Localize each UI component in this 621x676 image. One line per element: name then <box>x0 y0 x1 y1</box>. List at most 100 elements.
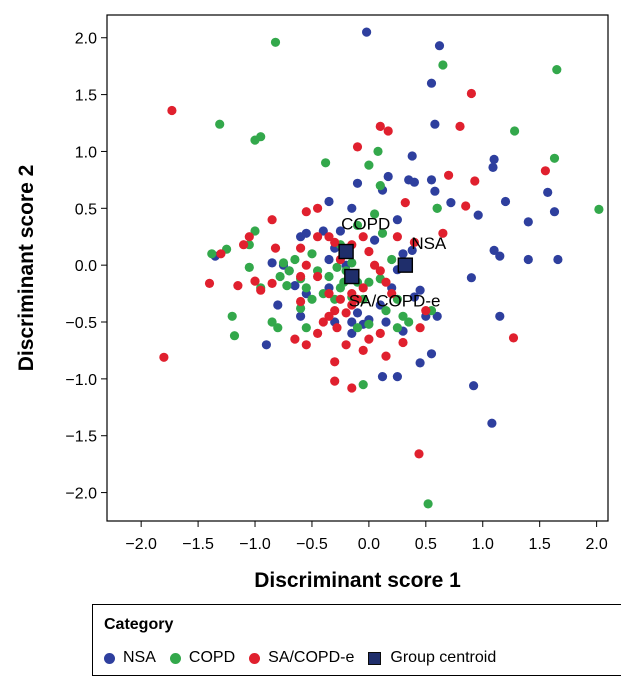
point-sa-copd-e <box>290 334 300 344</box>
point-sa-copd-e <box>398 337 408 348</box>
y-tick-label: 0.0 <box>75 258 97 275</box>
point-sa-copd-e <box>330 306 340 316</box>
point-sa-copd-e <box>392 232 402 242</box>
point-nsa <box>489 154 499 164</box>
point-sa-copd-e <box>444 170 454 180</box>
point-sa-copd-e <box>313 203 323 213</box>
point-copd <box>370 209 380 219</box>
legend-item-group-centroid: Group centroid <box>368 649 496 667</box>
point-sa-copd-e <box>438 228 448 238</box>
point-nsa <box>392 372 402 382</box>
point-copd <box>324 271 334 282</box>
point-copd <box>398 311 408 321</box>
point-copd <box>282 281 292 291</box>
legend-marker-nsa <box>104 652 115 664</box>
point-sa-copd-e <box>296 243 306 253</box>
point-nsa <box>426 175 437 185</box>
point-sa-copd-e <box>381 351 391 361</box>
point-nsa <box>362 27 372 37</box>
point-sa-copd-e <box>313 271 323 282</box>
point-nsa <box>432 311 442 321</box>
point-nsa <box>335 226 345 236</box>
point-nsa <box>426 349 437 359</box>
point-nsa <box>383 171 393 182</box>
point-nsa <box>290 281 300 291</box>
point-copd <box>229 331 240 341</box>
centroid-nsa <box>397 257 414 273</box>
point-nsa <box>407 151 417 161</box>
legend-marker-copd <box>169 652 181 664</box>
x-tick-label: 1.0 <box>472 536 494 553</box>
point-sa-copd-e <box>352 294 363 304</box>
point-sa-copd-e <box>250 276 260 286</box>
point-nsa <box>398 249 408 259</box>
point-sa-copd-e <box>301 340 311 350</box>
point-nsa <box>407 245 417 255</box>
point-sa-copd-e <box>159 352 169 362</box>
point-sa-copd-e <box>330 237 340 247</box>
point-sa-copd-e <box>352 142 363 152</box>
point-sa-copd-e <box>244 232 254 242</box>
point-copd <box>364 277 374 287</box>
point-copd <box>438 60 448 70</box>
point-sa-copd-e <box>470 176 480 186</box>
plot-frame <box>106 14 609 522</box>
point-nsa <box>377 372 388 382</box>
point-copd <box>321 158 331 168</box>
point-sa-copd-e <box>455 121 465 131</box>
point-sa-copd-e <box>508 333 519 343</box>
point-nsa <box>523 254 533 265</box>
point-sa-copd-e <box>296 296 306 307</box>
legend-marker-group-centroid <box>368 651 382 665</box>
legend-item-sa-copd-e: SA/COPD-e <box>249 649 354 667</box>
point-sa-copd-e <box>270 243 281 253</box>
point-copd <box>423 499 433 509</box>
point-nsa <box>370 235 380 245</box>
y-tick-label: −0.5 <box>65 315 97 332</box>
point-nsa <box>523 217 533 227</box>
point-copd <box>215 119 225 129</box>
point-copd <box>549 153 560 163</box>
point-sa-copd-e <box>330 376 340 386</box>
point-sa-copd-e <box>301 207 311 217</box>
scatter-chart: COPD NSA SA/COPD-e −2.0 −1.5 −1.0 −0.5 0.0 0.5 1… <box>15 14 609 592</box>
point-nsa <box>352 308 363 318</box>
point-sa-copd-e <box>267 215 277 225</box>
point-copd <box>347 258 357 268</box>
legend-marker-sa-copd-e <box>249 652 261 664</box>
point-sa-copd-e <box>204 278 215 288</box>
point-nsa <box>347 203 357 213</box>
point-sa-copd-e <box>375 328 385 338</box>
point-sa-copd-e <box>341 340 351 350</box>
point-copd <box>392 323 402 333</box>
point-copd <box>278 258 289 268</box>
point-sa-copd-e <box>347 289 357 299</box>
point-nsa <box>267 258 277 268</box>
point-sa-copd-e <box>400 198 410 208</box>
legend-label-nsa: NSA <box>123 649 156 666</box>
point-sa-copd-e <box>335 294 345 304</box>
point-sa-copd-e <box>461 201 471 211</box>
point-nsa <box>430 119 440 129</box>
centroid-label-copd: COPD <box>341 215 390 234</box>
point-sa-copd-e <box>347 300 357 310</box>
point-sa-copd-e <box>330 357 340 367</box>
y-axis: 2.0 1.5 1.0 0.5 0.0 −0.5 −1.0 −1.5 −2.0 <box>65 31 107 503</box>
y-tick-label: 1.0 <box>75 144 97 161</box>
point-nsa <box>487 418 497 428</box>
point-copd <box>273 323 283 333</box>
point-copd <box>352 323 363 333</box>
x-axis-title: Discriminant score 1 <box>254 569 461 592</box>
point-copd <box>352 220 363 230</box>
point-nsa <box>495 311 505 321</box>
y-tick-label: −1.5 <box>65 429 97 446</box>
legend-items: NSA COPD SA/COPD-e Group centroid <box>104 649 510 667</box>
x-axis: −2.0 −1.5 −1.0 −0.5 0.0 0.5 1.0 1.5 2.0 <box>125 521 608 553</box>
point-sa-copd-e <box>381 277 391 287</box>
point-sa-copd-e <box>347 383 357 393</box>
point-sa-copd-e <box>358 345 368 355</box>
point-copd <box>296 303 306 313</box>
y-tick-label: 1.5 <box>75 88 97 105</box>
point-copd <box>284 266 294 276</box>
legend: Category NSA COPD SA/COPD-e Group centro… <box>92 604 621 676</box>
